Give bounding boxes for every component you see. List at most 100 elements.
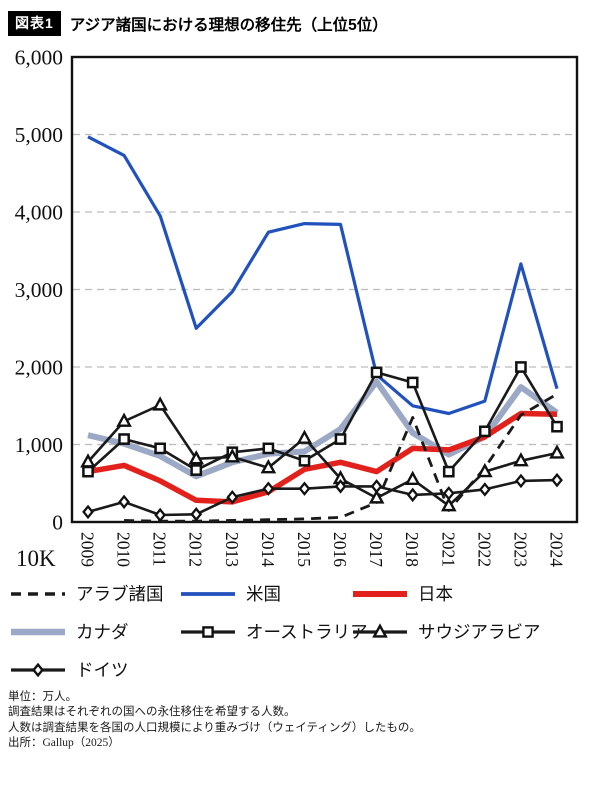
- saudi-marker: [152, 396, 168, 411]
- footnotes: 単位：万人。 調査結果はそれぞれの国への永住移住を希望する人数。 人数は調査結果…: [0, 682, 600, 752]
- x-axis-label: 2016: [330, 532, 350, 567]
- germany-marker: [442, 486, 455, 501]
- legend-item-australia: オーストラリア: [180, 619, 368, 644]
- saudi-legend-line: [353, 622, 407, 638]
- saudi-marker: [296, 429, 313, 444]
- y-axis-label: 3,000: [15, 278, 63, 302]
- chart-svg: 0 1,000 2,000 3,000 4,000 5,000 6,000 2009 2010 2…: [15, 46, 579, 571]
- y-axis-label: 2,000: [15, 356, 63, 380]
- legend-label-japan: 日本: [418, 584, 453, 604]
- japan-legend-line: [353, 590, 407, 597]
- x-axis-label: 2022: [474, 532, 494, 567]
- australia-marker: [478, 425, 491, 438]
- australia-marker: [515, 361, 527, 373]
- germany-marker: [154, 507, 167, 523]
- figure-title: アジア諸国における理想の移住先（上位5位）: [69, 16, 388, 34]
- germany-marker: [190, 507, 203, 522]
- figure-title-row: 図表1 アジア諸国における理想の移住先（上位5位）: [0, 0, 600, 39]
- germany-marker: [298, 481, 311, 496]
- footnote-source: 出所：Gallup（2025）: [8, 737, 120, 750]
- legend-label-saudi: サウジアラビア: [418, 622, 541, 642]
- y-axis-label: 6,000: [15, 46, 63, 70]
- x-axis-label: 2011: [150, 532, 170, 566]
- germany-marker: [82, 504, 94, 520]
- germany-legend-marker: [32, 662, 44, 677]
- legend-item-germany: ドイツ: [10, 657, 180, 682]
- x-axis-label: 2010: [114, 532, 134, 567]
- australia-marker: [334, 433, 347, 445]
- germany-marker: [551, 472, 563, 488]
- germany-marker: [406, 487, 419, 503]
- saudi-marker: [188, 450, 205, 465]
- saudi-marker: [513, 452, 529, 467]
- australia-marker: [406, 376, 419, 389]
- saudi-marker: [477, 462, 493, 478]
- germany-marker: [226, 489, 239, 505]
- germany-legend-line: [11, 662, 65, 677]
- legend-label-australia: オーストラリア: [246, 622, 368, 642]
- plot-frame: [70, 55, 579, 524]
- legend-item-us: 米国: [180, 581, 352, 606]
- saudi-legend-marker: [372, 622, 388, 638]
- legend-label-arab: アラブ諸国: [76, 584, 164, 604]
- footnote-definition: 調査結果はそれぞれの国への永住移住を希望する人数。: [8, 706, 296, 719]
- x-axis-label: 2024: [547, 532, 567, 567]
- x-axis-label: 2009: [78, 532, 98, 567]
- axis-unit-label: 10K: [16, 546, 56, 571]
- x-axis-label: 2017: [366, 532, 386, 567]
- arab-legend-line: [11, 591, 65, 596]
- y-axis-label: 5,000: [15, 123, 63, 147]
- series-line-germany: [87, 478, 558, 517]
- y-axis-label: 1,000: [15, 433, 63, 457]
- saudi-marker: [404, 470, 421, 485]
- series-line-us: [87, 135, 559, 416]
- australia-legend-line: [181, 625, 235, 638]
- series-line-arab: [124, 392, 558, 523]
- x-axis-label: 2015: [294, 532, 314, 567]
- saudi-marker: [440, 497, 457, 512]
- australia-legend-marker: [202, 625, 214, 638]
- y-axis-label: 4,000: [15, 201, 63, 225]
- saudi-marker: [368, 489, 385, 504]
- saudi-marker: [549, 444, 565, 459]
- x-axis-label: 2012: [186, 532, 206, 567]
- saudi-marker: [80, 453, 96, 468]
- germany-marker: [334, 479, 347, 494]
- legend-item-saudi: サウジアラビア: [352, 619, 596, 644]
- x-axis-label: 2014: [258, 532, 278, 567]
- legend-label-canada: カナダ: [76, 622, 129, 642]
- germany-marker: [515, 473, 527, 489]
- legend-item-japan: 日本: [352, 581, 596, 606]
- series-line-saudi: [87, 403, 558, 507]
- series-line-australia: [87, 365, 559, 473]
- saudi-marker: [260, 459, 277, 474]
- footnote-unit: 単位：万人。: [8, 691, 77, 703]
- australia-marker: [82, 465, 94, 478]
- footnote-weighting: 人数は調査結果を各国の人口規模により重みづけ（ウェイティング）したもの。: [8, 721, 421, 734]
- x-axis-label: 2023: [510, 532, 530, 567]
- us-legend-line: [181, 591, 235, 596]
- legend-item-canada: カナダ: [10, 619, 180, 644]
- australia-marker: [190, 464, 203, 476]
- saudi-marker: [224, 448, 241, 463]
- australia-marker: [154, 442, 167, 455]
- chart-legend: アラブ諸国 米国 日本カナダ オーストラリア サウジアラビアドイツ: [0, 579, 600, 682]
- y-axis-label: 0: [52, 511, 63, 535]
- legend-label-us: 米国: [246, 584, 281, 604]
- germany-marker: [262, 481, 275, 496]
- australia-marker: [262, 442, 275, 455]
- germany-marker: [118, 494, 130, 510]
- australia-marker: [442, 465, 455, 478]
- legend-label-germany: ドイツ: [76, 660, 129, 680]
- australia-marker: [370, 366, 383, 379]
- x-axis-label: 2018: [402, 532, 422, 567]
- canada-legend-line: [11, 628, 65, 635]
- x-axis-label: 2021: [438, 532, 458, 567]
- germany-marker: [478, 482, 491, 497]
- germany-marker: [370, 479, 383, 494]
- australia-marker: [118, 433, 130, 445]
- x-axis-label: 2013: [222, 532, 242, 567]
- australia-marker: [298, 454, 311, 467]
- saudi-marker: [116, 412, 132, 427]
